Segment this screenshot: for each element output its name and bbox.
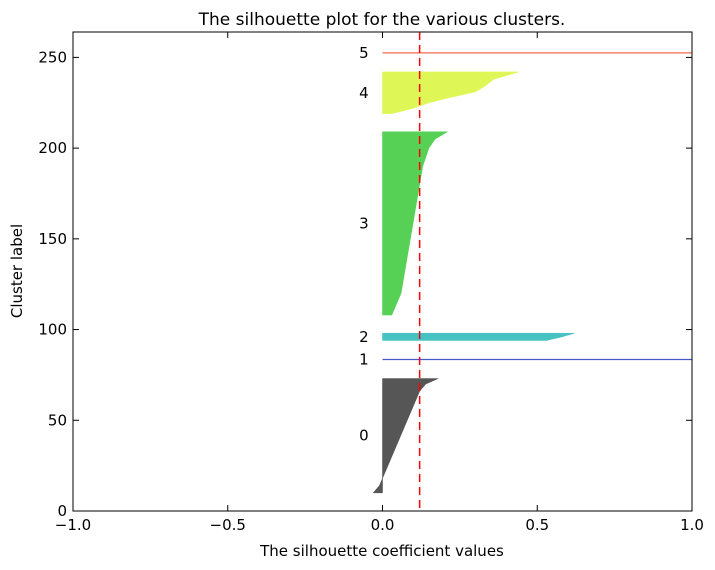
cluster-2-label: 2 xyxy=(359,328,369,346)
x-tick-label: 0.0 xyxy=(371,516,395,534)
x-tick-label: 1.0 xyxy=(680,516,704,534)
cluster-5-label: 5 xyxy=(359,44,369,62)
y-tick-label: 150 xyxy=(38,230,67,248)
y-tick-label: 0 xyxy=(57,502,67,520)
x-tick-label: −1.0 xyxy=(55,516,91,534)
y-tick-label: 50 xyxy=(48,411,67,429)
x-tick-label: −0.5 xyxy=(210,516,246,534)
cluster-label-layer: 0 1 2 3 4 5 xyxy=(359,44,369,445)
cluster-1-label: 1 xyxy=(359,350,369,368)
x-axis-label: The silhouette coefficient values xyxy=(259,542,504,560)
cluster-4-silhouette xyxy=(382,71,519,114)
x-tick-label: 0.5 xyxy=(525,516,549,534)
cluster-4-label: 4 xyxy=(359,84,369,102)
cluster-3-label: 3 xyxy=(359,214,369,232)
cluster-3-silhouette xyxy=(382,131,449,316)
chart-title: The silhouette plot for the various clus… xyxy=(198,10,566,30)
cluster-0-silhouette xyxy=(372,378,439,494)
cluster-2-silhouette xyxy=(382,332,575,341)
series-layer xyxy=(372,52,692,494)
cluster-0-label: 0 xyxy=(359,427,369,445)
y-tick-label: 100 xyxy=(38,321,67,339)
y-tick-label: 200 xyxy=(38,139,67,157)
y-tick-label: 250 xyxy=(38,48,67,66)
y-axis-label: Cluster label xyxy=(8,224,26,318)
